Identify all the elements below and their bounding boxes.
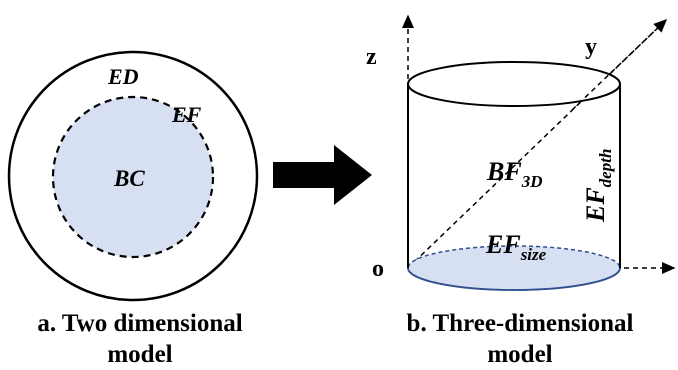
ef-size-label: EFsize — [485, 230, 547, 264]
figure-canvas: ED EF BC z y o BF3D EFdepth — [7, 14, 676, 302]
three-d-model: z y o BF3D EFdepth EFsize — [366, 14, 676, 291]
ed-label: ED — [107, 64, 139, 89]
caption-b-line1: b. Three-dimensional — [406, 310, 634, 337]
caption-a-line2: model — [107, 341, 173, 368]
caption-two-dimensional: a. Two dimensional model — [0, 308, 280, 370]
ef-label: EF — [171, 102, 202, 127]
caption-b-line2: model — [487, 341, 553, 368]
cylinder-top — [407, 61, 621, 107]
caption-three-dimensional: b. Three-dimensional model — [370, 308, 670, 370]
z-axis-label: z — [366, 44, 377, 70]
core-circle — [51, 95, 215, 259]
bc-label: BC — [113, 166, 145, 191]
two-d-model: ED EF BC — [7, 50, 259, 302]
transition-arrow — [273, 145, 372, 205]
origin-label: o — [372, 256, 384, 282]
y-axis-over-top — [571, 19, 667, 111]
caption-a-line1: a. Two dimensional — [37, 310, 243, 337]
outer-circle — [7, 50, 259, 302]
ef-depth-label: EFdepth — [581, 149, 615, 223]
y-axis-label: y — [585, 34, 597, 60]
cylinder-base-front-edge — [407, 267, 621, 291]
bf3d-label: BF3D — [486, 157, 542, 191]
y-axis — [407, 18, 668, 269]
